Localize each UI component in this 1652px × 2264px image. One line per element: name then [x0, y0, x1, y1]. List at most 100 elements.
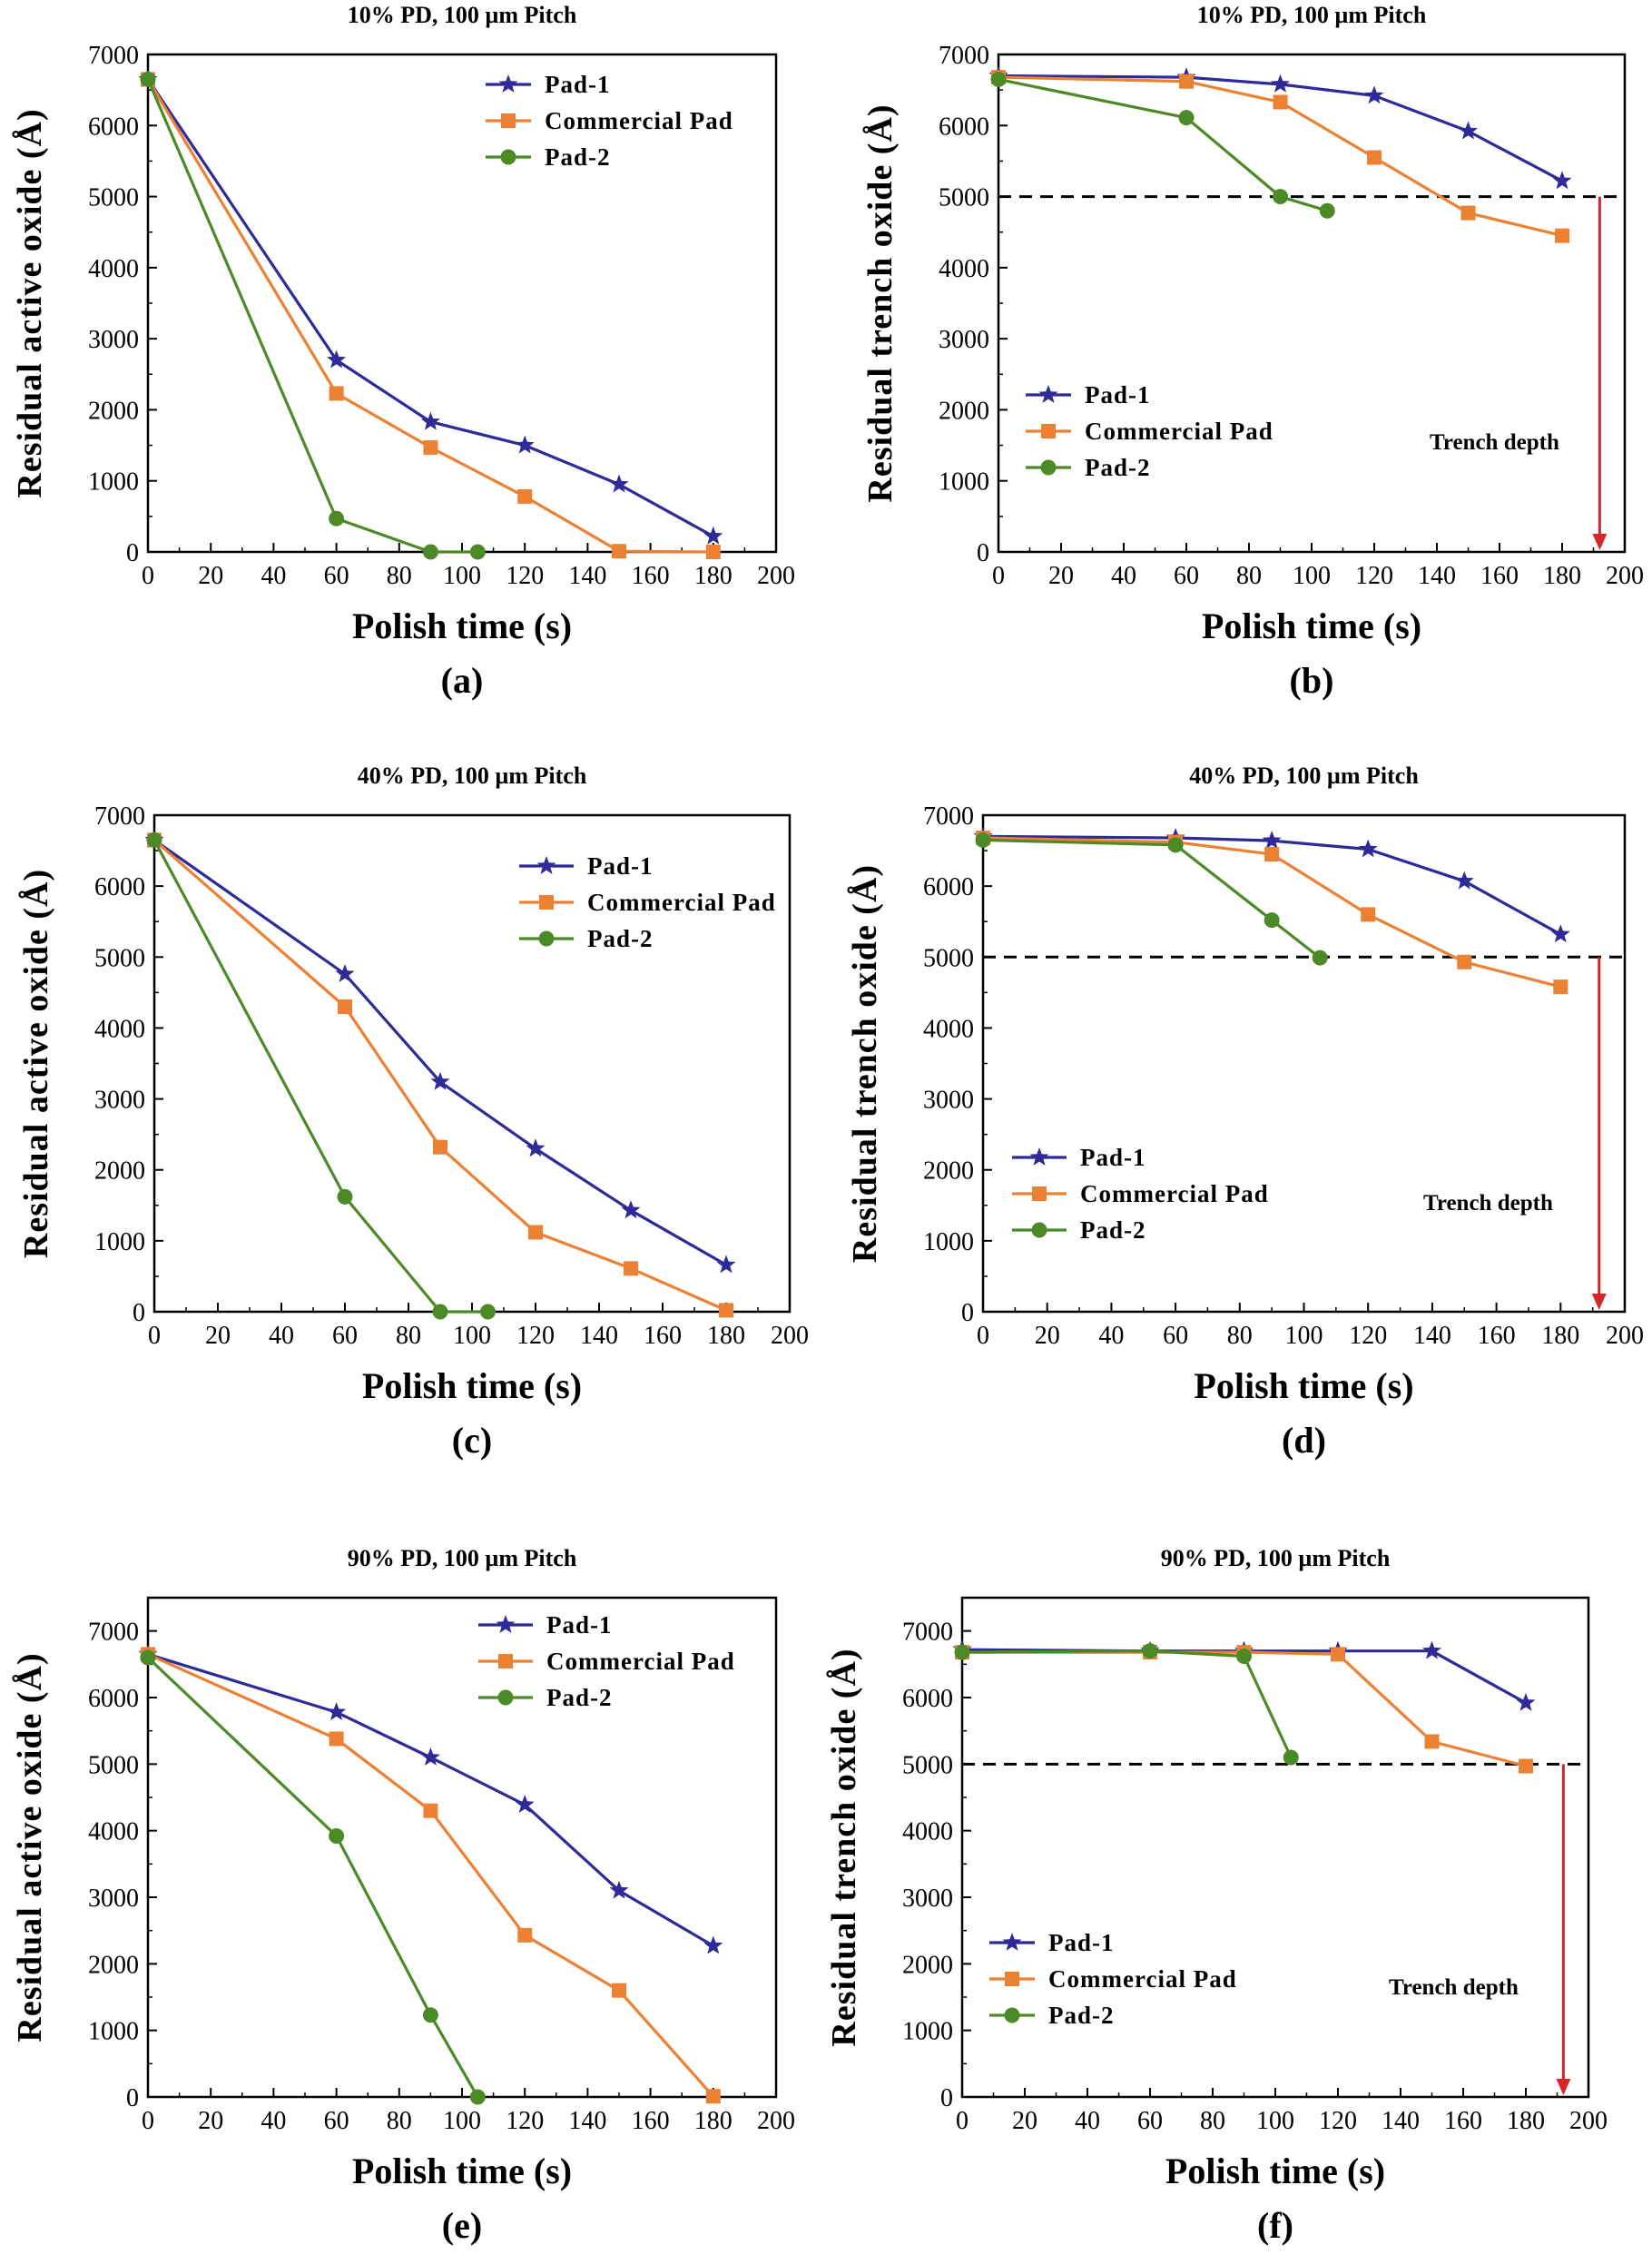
data-point	[433, 1139, 447, 1155]
y-tick-label: 6000	[88, 113, 139, 141]
y-tick-label: 6000	[923, 873, 974, 901]
x-tick-label: 140	[568, 2107, 606, 2135]
y-tick-label: 1000	[94, 1228, 145, 1256]
data-point	[528, 1225, 543, 1240]
series-line	[998, 77, 1328, 212]
series-line	[146, 1656, 479, 2098]
y-tick-label: 0	[940, 2084, 953, 2112]
data-point	[705, 2089, 721, 2104]
data-point	[480, 1304, 496, 1320]
data-point	[517, 488, 533, 504]
x-tick-label: 160	[632, 2107, 670, 2135]
data-point	[1519, 1758, 1533, 1774]
legend-label: Commercial Pad	[1080, 1180, 1269, 1207]
x-tick-label: 200	[757, 2107, 795, 2135]
data-point	[1312, 950, 1328, 966]
data-point	[329, 386, 344, 401]
x-tick-label: 120	[506, 2107, 544, 2135]
panel-label: (a)	[441, 660, 484, 701]
x-tick-label: 120	[1349, 1322, 1387, 1350]
arrow-head-icon	[1556, 2079, 1571, 2095]
series-pad-2	[975, 832, 1328, 966]
y-tick-label: 1000	[939, 468, 989, 497]
chart-title: 90% PD, 100 µm Pitch	[348, 1545, 577, 1571]
trench-depth-annotation: Trench depth	[1430, 430, 1559, 455]
legend-item: Pad-2	[989, 2002, 1115, 2029]
y-axis-label: Residual trench oxide (Å)	[846, 864, 884, 1263]
legend-label: Pad-1	[1085, 381, 1151, 409]
data-point	[423, 439, 438, 455]
x-tick-label: 20	[198, 2107, 223, 2135]
data-point	[1319, 202, 1335, 219]
arrow-head-icon	[1591, 1294, 1607, 1310]
series-line	[152, 839, 488, 1314]
x-tick-label: 20	[205, 1322, 231, 1350]
legend-item: Pad-2	[486, 143, 610, 171]
y-tick-label: 7000	[88, 1619, 139, 1647]
panel-label: (e)	[442, 2205, 482, 2246]
y-tick-label: 2000	[94, 1157, 145, 1186]
y-tick-label: 5000	[88, 1751, 139, 1779]
x-tick-label: 0	[977, 1322, 989, 1350]
legend-marker	[1029, 1147, 1049, 1166]
legend-label: Pad-2	[587, 925, 654, 952]
x-tick-label: 120	[516, 1322, 555, 1350]
data-point	[609, 1880, 629, 1899]
legend: Pad-1 Commercial Pad Pad-2	[519, 852, 775, 952]
y-tick-label: 7000	[88, 42, 139, 70]
legend-label: Pad-2	[1048, 2002, 1115, 2029]
x-tick-label: 140	[1418, 562, 1456, 590]
y-tick-label: 7000	[94, 802, 145, 831]
series-line	[146, 78, 714, 538]
chart-panel-d: 40% PD, 100 µm Pitch 0 20 40 60 80 100 120 140 16…	[846, 763, 1644, 1461]
series-pad-2	[140, 1649, 486, 2105]
legend-marker	[497, 1689, 514, 1706]
data-point	[1273, 94, 1288, 110]
data-point	[140, 71, 156, 87]
y-tick-label: 2000	[939, 397, 989, 425]
series-pad-2	[990, 71, 1335, 219]
y-axis-label: Residual active oxide (Å)	[11, 108, 49, 497]
series-pad-1	[988, 65, 1572, 190]
panel-label: (f)	[1257, 2205, 1293, 2246]
legend-marker	[538, 930, 555, 947]
x-tick-label: 200	[1606, 562, 1644, 590]
x-tick-label: 80	[396, 1322, 421, 1350]
x-tick-label: 160	[1444, 2107, 1482, 2135]
x-tick-label: 100	[1293, 562, 1331, 590]
chart-panel-f: 90% PD, 100 µm Pitch 0 20 40 60 80 100 120 140 16…	[825, 1545, 1608, 2246]
x-tick-label: 120	[1319, 2107, 1357, 2135]
x-tick-label: 100	[443, 2107, 481, 2135]
y-tick-label: 6000	[939, 113, 989, 141]
y-tick-label: 3000	[939, 326, 989, 354]
data-point	[1555, 228, 1569, 243]
x-axis-label: Polish time (s)	[362, 1365, 582, 1406]
y-tick-label: 5000	[939, 184, 989, 212]
y-tick-label: 2000	[923, 1157, 974, 1186]
x-tick-label: 180	[1543, 562, 1581, 590]
y-tick-label: 0	[977, 539, 989, 567]
panel-label: (c)	[452, 1420, 492, 1461]
data-point	[1264, 912, 1280, 929]
legend-marker	[1005, 1972, 1019, 1986]
x-tick-label: 80	[1200, 2107, 1225, 2135]
legend-label: Pad-1	[1080, 1144, 1146, 1171]
y-tick-label: 0	[133, 1299, 145, 1327]
y-tick-label: 5000	[923, 944, 974, 972]
legend-item: Commercial Pad	[486, 107, 733, 134]
y-tick-label: 4000	[94, 1015, 145, 1043]
legend: Pad-1 Commercial Pad Pad-2	[1012, 1144, 1269, 1244]
legend: Pad-1 Commercial Pad Pad-2	[1026, 381, 1273, 481]
data-point	[1236, 1649, 1252, 1665]
legend-marker	[1032, 1186, 1047, 1201]
data-point	[1262, 831, 1282, 849]
legend-item: Commercial Pad	[989, 1965, 1236, 1993]
legend-label: Pad-1	[546, 1611, 613, 1639]
y-tick-label: 6000	[94, 873, 145, 901]
x-tick-label: 40	[1111, 562, 1136, 590]
chart-title: 90% PD, 100 µm Pitch	[1161, 1545, 1391, 1571]
data-point	[327, 349, 347, 369]
chart-title: 10% PD, 100 µm Pitch	[1197, 2, 1427, 28]
x-axis-label: Polish time (s)	[1194, 1365, 1413, 1406]
chart-title: 40% PD, 100 µm Pitch	[358, 763, 587, 789]
